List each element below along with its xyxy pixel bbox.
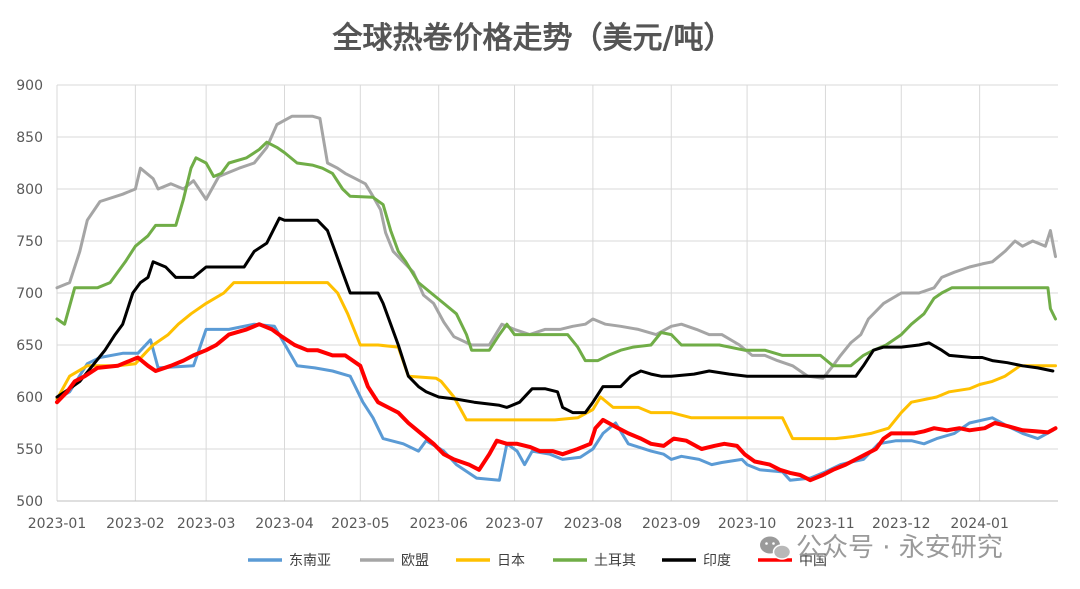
y-tick-label: 650 [16,338,43,354]
x-tick-label: 2024-01 [950,516,1009,532]
series-line-4 [55,216,1055,415]
legend-label: 日本 [497,553,525,569]
series-line-5 [55,322,1058,483]
legend-label: 印度 [703,553,731,569]
y-tick-label: 900 [16,78,43,94]
legend-label: 土耳其 [594,553,636,569]
y-tick-label: 850 [16,130,43,146]
y-tick-label: 600 [16,390,43,406]
x-tick-label: 2023-06 [409,516,468,532]
x-tick-label: 2023-02 [106,516,165,532]
plot-series [55,114,1058,483]
y-tick-label: 700 [16,286,43,302]
legend-item: 中国 [758,553,827,569]
x-tick-label: 2023-11 [796,516,855,532]
legend-item: 土耳其 [553,553,636,569]
legend-item: 日本 [456,553,525,569]
chart-legend: 东南亚 欧盟 日本 土耳其 印度 中国 [248,553,827,569]
x-tick-label: 2023-05 [331,516,390,532]
plot-axes: 500 550 600 650 700 750 800 850 900 2023-01 2023-0… [16,78,1058,532]
x-tick-label: 2023-10 [718,516,777,532]
legend-label: 中国 [799,553,827,569]
x-tick-label: 2023-12 [872,516,931,532]
y-tick-label: 500 [16,494,43,510]
watermark: 公众号 · 永安研究 [760,533,1003,563]
legend-label: 欧盟 [401,553,429,569]
legend-item: 东南亚 [248,553,331,569]
y-tick-label: 800 [16,182,43,198]
y-tick-label: 750 [16,234,43,250]
x-tick-label: 2023-03 [177,516,236,532]
legend-item: 印度 [662,553,731,569]
x-tick-label: 2023-08 [564,516,623,532]
y-tick-label: 550 [16,442,43,458]
plot-grid [56,84,1058,502]
wechat-icon [760,536,792,560]
x-tick-label: 2023-01 [28,516,87,532]
chart-title: 全球热卷价格走势（美元/吨） [332,21,734,56]
x-tick-label: 2023-07 [485,516,544,532]
series-line-2 [55,281,1057,441]
x-tick-label: 2023-04 [255,516,314,532]
watermark-text: 公众号 · 永安研究 [796,533,1003,563]
legend-item: 欧盟 [360,553,429,569]
legend-label: 东南亚 [289,553,331,569]
x-tick-label: 2023-09 [642,516,701,532]
